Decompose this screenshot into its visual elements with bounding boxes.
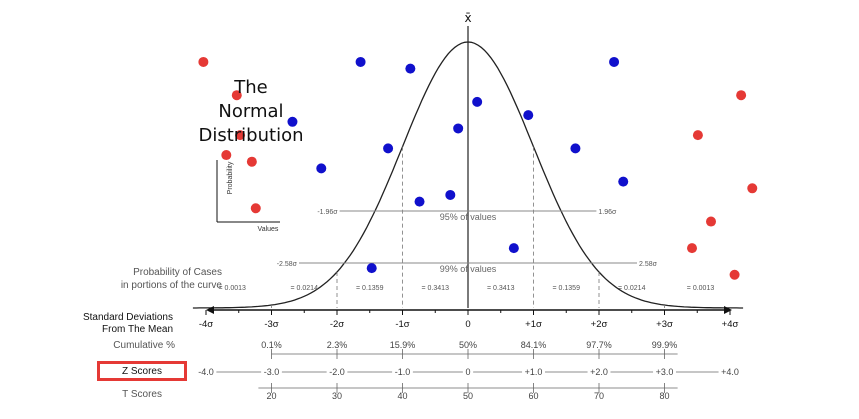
std-dev-tick-label: -4σ [199, 319, 213, 330]
portion-label: = 0.1359 [356, 285, 384, 292]
t-score-value: 50 [463, 391, 473, 401]
blue-data-point [523, 110, 534, 121]
ci95-left-label: -1.96σ [317, 209, 338, 216]
t-score-value: 70 [594, 391, 604, 401]
blue-data-point [316, 163, 327, 174]
cumulative-value: 97.7% [586, 340, 612, 350]
cumulative-value: 99.9% [652, 340, 678, 350]
axis-left-arrow [206, 306, 214, 314]
red-data-point [221, 150, 232, 161]
blue-data-point [414, 196, 425, 207]
ci95-label: 95% of values [440, 212, 497, 222]
t-score-value: 60 [528, 391, 538, 401]
ci99-label: 99% of values [440, 264, 497, 274]
portion-label: = 0.3413 [422, 285, 450, 292]
figure-title: The Normal Distribution [196, 76, 306, 148]
blue-data-point [445, 189, 456, 200]
std-dev-tick-label: +2σ [591, 319, 608, 330]
z-score-value: -1.0 [395, 367, 411, 377]
z-score-value: +1.0 [525, 367, 543, 377]
cumulative-row-label: Cumulative % [113, 340, 175, 351]
red-data-point [729, 269, 740, 280]
blue-data-point [287, 116, 298, 127]
portion-label: = 0.0214 [291, 285, 319, 292]
z-scores-row-label: Z Scores [121, 365, 162, 377]
blue-data-point [355, 56, 366, 67]
title-line: Normal [218, 101, 284, 122]
mean-symbol: x̄ [464, 11, 471, 25]
portion-label: = 0.3413 [487, 285, 515, 292]
inset-y-label: Probability [227, 161, 234, 194]
inset-x-label: Values [258, 226, 279, 233]
z-score-value: -3.0 [264, 367, 280, 377]
red-data-point [198, 56, 209, 67]
portion-label: = 0.1359 [553, 285, 581, 292]
z-score-value: +2.0 [590, 367, 608, 377]
red-data-point [687, 243, 698, 254]
cumulative-value: 84.1% [521, 340, 547, 350]
std-dev-tick-label: -2σ [330, 319, 344, 330]
ci95-right-label: 1.96σ [598, 209, 617, 216]
z-scores-highlight-box: Z Scores [97, 361, 187, 381]
red-data-point [235, 130, 246, 141]
blue-data-point [383, 143, 394, 154]
red-data-point [250, 203, 261, 214]
cumulative-value: 2.3% [327, 340, 348, 350]
blue-data-point [618, 176, 629, 187]
blue-data-point [366, 263, 377, 274]
blue-data-point [472, 96, 483, 107]
std-dev-tick-label: -3σ [264, 319, 278, 330]
red-data-point [736, 90, 747, 101]
z-score-value: +3.0 [656, 367, 674, 377]
z-score-value: -4.0 [198, 367, 214, 377]
blue-data-point [508, 243, 519, 254]
z-score-value: 0 [465, 367, 470, 377]
ci99-left-label: -2.58σ [277, 261, 298, 268]
portion-label: = 0.0214 [618, 285, 646, 292]
ci99-right-label: 2.58σ [639, 261, 658, 268]
std-dev-tick-label: +3σ [656, 319, 673, 330]
std-dev-tick-label: -1σ [395, 319, 409, 330]
cumulative-value: 0.1% [261, 340, 282, 350]
red-data-point [747, 183, 758, 194]
t-score-value: 80 [659, 391, 669, 401]
portion-label: = 0.0013 [687, 285, 715, 292]
std-dev-tick-label: 0 [465, 319, 470, 330]
title-line: The [234, 77, 268, 98]
cumulative-value: 15.9% [390, 340, 416, 350]
z-score-value: -2.0 [329, 367, 345, 377]
t-score-value: 30 [332, 391, 342, 401]
blue-data-point [453, 123, 464, 134]
t-score-value: 20 [266, 391, 276, 401]
std-dev-tick-label: +1σ [525, 319, 542, 330]
t-score-value: 40 [397, 391, 407, 401]
blue-data-point [405, 63, 416, 74]
red-data-point [692, 130, 703, 141]
cumulative-value: 50% [459, 340, 477, 350]
red-data-point [706, 216, 717, 227]
std-dev-tick-label: +4σ [722, 319, 739, 330]
red-data-point [231, 90, 242, 101]
red-data-point [246, 156, 257, 167]
z-score-value: +4.0 [721, 367, 739, 377]
probability-row-label: Probability of Cases in portions of the … [120, 267, 222, 291]
std-dev-row-label: Standard Deviations From The Mean [82, 312, 173, 335]
axis-right-arrow [724, 306, 732, 314]
blue-data-point [609, 56, 620, 67]
t-scores-row-label: T Scores [122, 389, 162, 400]
portion-label: = 0.0013 [218, 285, 246, 292]
blue-data-point [570, 143, 581, 154]
title-line: Distribution [198, 125, 304, 146]
